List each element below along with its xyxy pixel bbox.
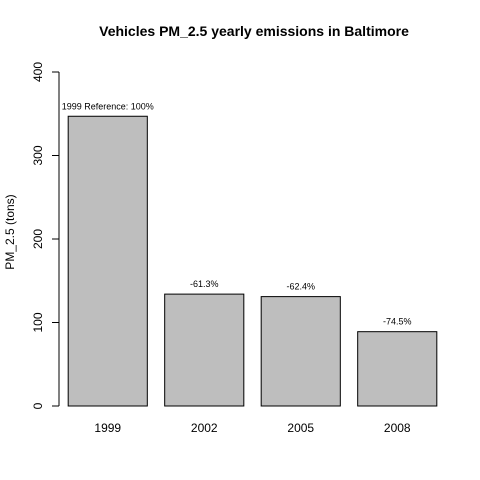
x-tick-label: 2008 <box>384 421 411 435</box>
x-tick-label: 1999 <box>94 421 121 435</box>
y-tick-label: 100 <box>31 312 45 332</box>
x-axis-labels: 1999 2002 2005 2008 <box>94 421 411 435</box>
x-tick-label: 2002 <box>191 421 218 435</box>
bar-1999 <box>67 115 148 407</box>
y-tick-label: 400 <box>31 62 45 82</box>
bar-annotations: 1999 Reference: 100% -61.3% -62.4% -74.5% <box>62 101 412 326</box>
y-tick-label: 0 <box>31 402 45 409</box>
bar-annotation: -61.3% <box>190 279 219 289</box>
bars <box>67 115 438 407</box>
y-tick-label: 300 <box>31 145 45 165</box>
chart-title: Vehicles PM_2.5 yearly emissions in Balt… <box>99 23 409 39</box>
bar-2008 <box>357 331 438 407</box>
y-axis-ticks: 0 100 200 300 400 <box>31 62 59 409</box>
x-tick-label: 2005 <box>287 421 314 435</box>
bar-annotation: -74.5% <box>383 317 412 327</box>
bar-annotation: -62.4% <box>286 282 315 292</box>
y-tick-label: 200 <box>31 229 45 249</box>
bar-annotation: 1999 Reference: 100% <box>62 101 154 111</box>
bar-2002 <box>164 293 245 407</box>
y-axis-label: PM_2.5 (tons) <box>3 194 17 269</box>
bar-2005 <box>260 296 341 407</box>
